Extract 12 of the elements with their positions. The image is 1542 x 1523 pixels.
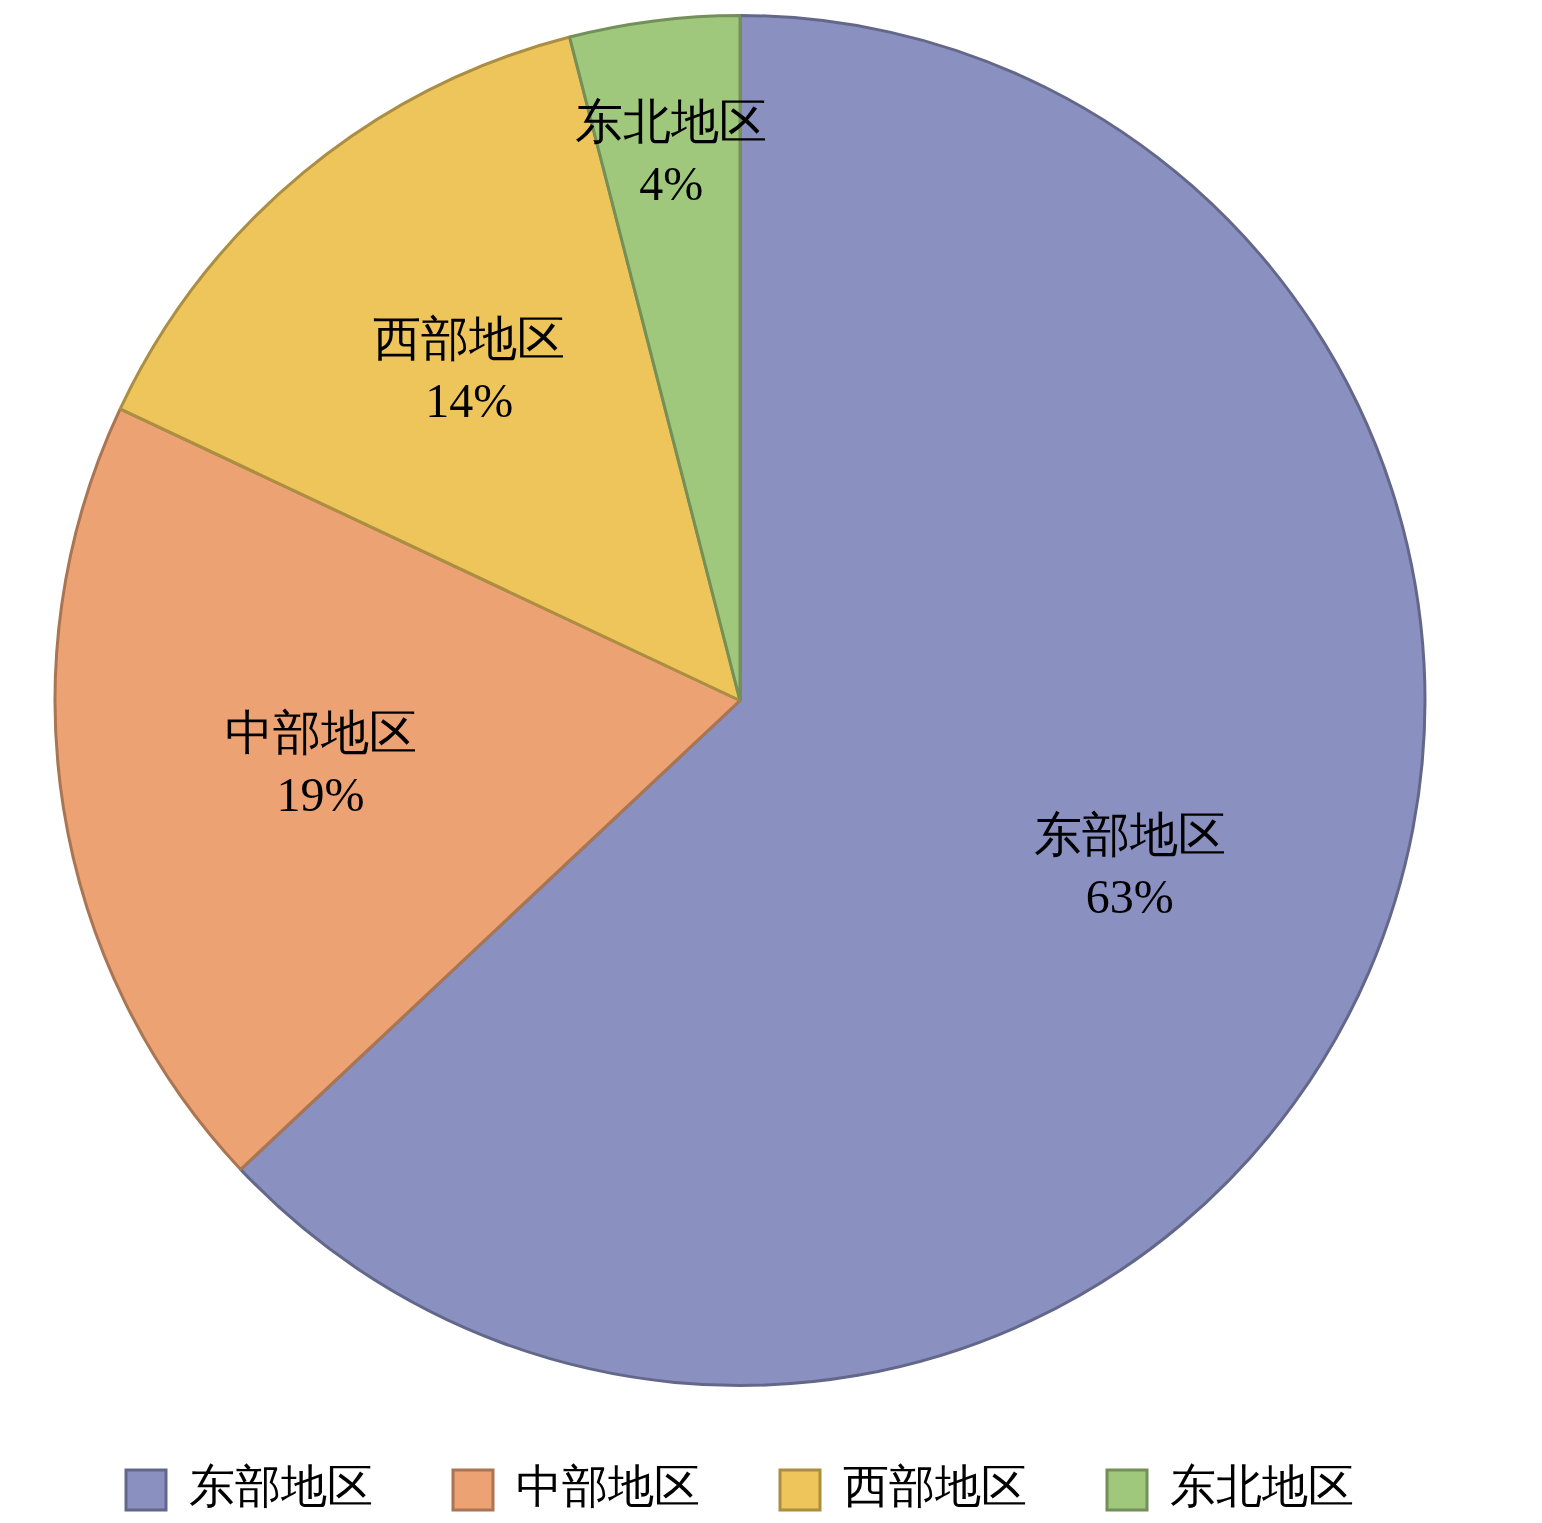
legend-label: 东部地区 (189, 1461, 373, 1513)
data-label: 63% (1085, 869, 1174, 923)
slice-label: 西部地区 (373, 311, 566, 365)
legend-label: 西部地区 (843, 1461, 1027, 1513)
data-label: 4% (639, 157, 704, 211)
legend-label: 东北地区 (1170, 1461, 1354, 1513)
slice-label: 东北地区 (575, 95, 768, 149)
legend-label: 中部地区 (516, 1461, 700, 1513)
slice-label: 中部地区 (224, 705, 417, 759)
data-label: 14% (425, 373, 514, 427)
data-label: 19% (276, 767, 365, 821)
slice-label: 东部地区 (1033, 807, 1226, 861)
